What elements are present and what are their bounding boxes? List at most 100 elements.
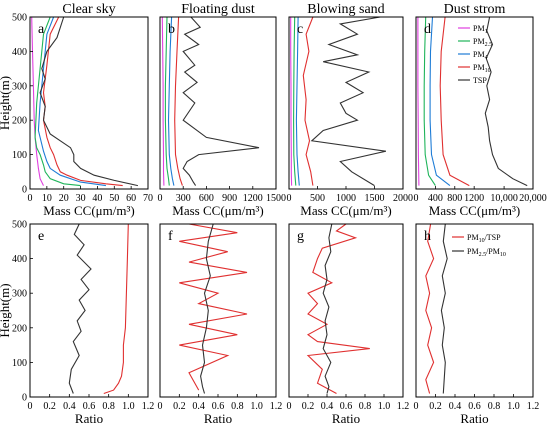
plot-frame bbox=[159, 16, 277, 190]
x-tick-label: 30 bbox=[76, 193, 86, 204]
x-tick-label: 1.0 bbox=[250, 401, 263, 412]
series-line-PM4 bbox=[295, 16, 300, 186]
series-line-TSP bbox=[39, 16, 139, 187]
series-line-TSP bbox=[182, 16, 260, 186]
x-tick-label: 10,000 bbox=[490, 193, 518, 204]
series-line-PM1 bbox=[290, 17, 293, 186]
x-tick-label: 0 bbox=[28, 401, 33, 412]
series-line-PM10 bbox=[302, 16, 314, 186]
x-tick-label: 2000 bbox=[393, 193, 413, 204]
panel-letter: a bbox=[38, 22, 45, 37]
panel-a: Clear sky a 0 10 20 30 40 50 60 70 0 100 200 300 400 50… bbox=[0, 2, 153, 218]
series-line-PM10 bbox=[174, 16, 183, 186]
x-axis-label: Mass CC(μm/m³) bbox=[429, 203, 520, 218]
x-tick-label: 1.2 bbox=[142, 401, 155, 412]
x-tick-label: 600 bbox=[199, 193, 214, 204]
series-line-PM10TSP bbox=[103, 223, 129, 395]
x-tick-label: 0 bbox=[287, 193, 292, 204]
panel-letter: c bbox=[297, 22, 303, 37]
y-axis-label: Height(m) bbox=[0, 283, 12, 337]
x-tick-label: 0.8 bbox=[359, 401, 372, 412]
x-tick-label: 0.6 bbox=[468, 401, 481, 412]
x-tick-label: 1.2 bbox=[270, 401, 283, 412]
legend-label: PM10 bbox=[473, 63, 491, 74]
x-tick-label: 500 bbox=[310, 193, 325, 204]
panel-title: Floating dust bbox=[181, 2, 255, 17]
y-tick-label: 300 bbox=[12, 81, 27, 92]
y-axis-label: Height(m) bbox=[0, 76, 12, 130]
panel-h: h 0 0.2 0.4 0.6 0.8 1.0 1.2 Ratio PM10/TSP PM2.5/P… bbox=[414, 223, 539, 426]
x-tick-label: 0.4 bbox=[321, 401, 334, 412]
series-line-PM25 bbox=[164, 16, 170, 186]
x-axis-label: Ratio bbox=[460, 411, 488, 426]
panel-title: Blowing sand bbox=[307, 2, 384, 17]
series-line-PM4 bbox=[429, 16, 451, 187]
series-line-PM25 bbox=[34, 16, 81, 187]
x-tick-label: 0 bbox=[414, 193, 419, 204]
x-tick-label: 900 bbox=[222, 193, 237, 204]
x-tick-label: 1200 bbox=[464, 193, 484, 204]
x-tick-label: 400 bbox=[428, 193, 443, 204]
x-axis-label: Ratio bbox=[75, 411, 103, 426]
x-tick-label: 300 bbox=[176, 193, 191, 204]
plot-frame bbox=[29, 16, 149, 190]
y-tick-label: 0 bbox=[22, 393, 27, 404]
panel-letter: b bbox=[168, 22, 175, 37]
x-tick-label: 0.6 bbox=[212, 401, 225, 412]
series-line-PM25PM10 bbox=[322, 223, 333, 394]
y-tick-label: 500 bbox=[12, 13, 27, 24]
x-tick-label: 0 bbox=[28, 193, 33, 204]
plot-frame bbox=[288, 223, 404, 398]
panel-e: e 0 0.2 0.4 0.6 0.8 1.0 1.2 0 100 200 300 400 500 Rati… bbox=[0, 220, 154, 427]
series-line-PM10 bbox=[42, 16, 123, 187]
x-tick-label: 0.4 bbox=[192, 401, 205, 412]
x-tick-label: 40 bbox=[92, 193, 102, 204]
series-line-PM1 bbox=[417, 17, 420, 186]
series-line-PM10TSP bbox=[425, 223, 435, 394]
panel-title: Clear sky bbox=[62, 2, 115, 17]
x-tick-label: 1.0 bbox=[378, 401, 391, 412]
x-axis-label: Mass CC(μm/m³) bbox=[172, 203, 263, 218]
x-tick-label: 1.0 bbox=[507, 401, 520, 412]
x-tick-label: 20 bbox=[59, 193, 69, 204]
panel-g: g 0 0.2 0.4 0.6 0.8 1.0 1.2 Ratio bbox=[287, 223, 409, 426]
series-line-TSP bbox=[310, 16, 387, 187]
series-line-PM4 bbox=[167, 16, 175, 186]
x-tick-label: 0.6 bbox=[340, 401, 353, 412]
x-tick-label: 0.8 bbox=[102, 401, 115, 412]
y-tick-label: 400 bbox=[12, 254, 27, 265]
y-tick-label: 500 bbox=[12, 220, 27, 231]
legend-label: PM2.5 bbox=[473, 37, 492, 48]
x-tick-label: 800 bbox=[447, 193, 462, 204]
x-tick-label: 1500 bbox=[266, 193, 286, 204]
x-tick-label: 1200 bbox=[243, 193, 263, 204]
x-tick-label: 0.6 bbox=[83, 401, 96, 412]
x-tick-label: 0.4 bbox=[63, 401, 76, 412]
y-tick-label: 200 bbox=[12, 116, 27, 127]
legend: PM1 PM2.5 PM4 PM10 TSP bbox=[458, 24, 492, 85]
y-tick-label: 100 bbox=[12, 150, 27, 161]
series-line-PM25PM10 bbox=[68, 223, 92, 394]
series-line-PM25 bbox=[293, 16, 297, 186]
series-line-PM10TSP bbox=[306, 223, 370, 394]
x-tick-label: 70 bbox=[143, 193, 153, 204]
x-tick-label: 0.4 bbox=[449, 401, 462, 412]
series-line-TSP bbox=[484, 16, 528, 187]
plot-frame bbox=[29, 223, 149, 398]
x-tick-label: 1000 bbox=[336, 193, 356, 204]
panel-title: Dust strom bbox=[444, 2, 506, 17]
legend-label: TSP bbox=[473, 76, 487, 85]
x-tick-label: 0 bbox=[158, 193, 163, 204]
x-tick-label: 20,000 bbox=[519, 193, 547, 204]
x-axis-label: Ratio bbox=[204, 411, 232, 426]
legend-label: PM2.5/PM10 bbox=[467, 247, 506, 258]
x-tick-label: 50 bbox=[109, 193, 119, 204]
x-tick-label: 0.2 bbox=[173, 401, 186, 412]
x-tick-label: 0 bbox=[287, 401, 292, 412]
y-tick-label: 300 bbox=[12, 289, 27, 300]
y-tick-label: 200 bbox=[12, 323, 27, 334]
y-tick-label: 0 bbox=[22, 185, 27, 196]
